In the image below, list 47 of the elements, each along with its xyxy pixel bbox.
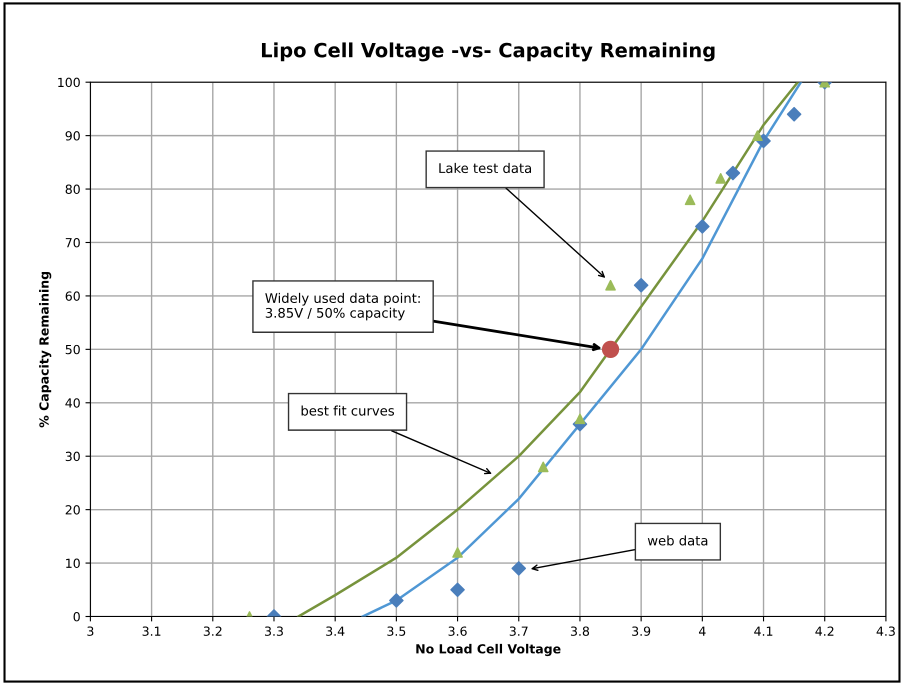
y-tick-label: 70 [66, 238, 80, 248]
point [538, 462, 549, 472]
x-tick-label: 3.1 [142, 626, 160, 636]
point [511, 561, 526, 576]
y-tick-label: 80 [66, 184, 80, 194]
x-tick-label: 4.2 [815, 626, 834, 636]
x-tick-label: 3.4 [326, 626, 344, 636]
y-tick-label: 50 [66, 344, 80, 354]
point [684, 194, 696, 206]
chart-title: Lipo Cell Voltage -vs- Capacity Remaining [262, 42, 714, 62]
x-tick-label: 3.5 [387, 626, 406, 636]
y-axis-title: % Capacity Remaining [39, 272, 52, 428]
y-tick-label: 30 [66, 452, 80, 462]
point [634, 278, 648, 293]
point [452, 547, 463, 558]
y-tick-label: 40 [65, 398, 80, 408]
x-tick-label: 3.6 [448, 626, 467, 636]
x-tick-label: 3.8 [570, 626, 590, 636]
point [450, 582, 465, 598]
point [695, 219, 710, 234]
annotation: Widely used data point: 3.85V / 50% capacity [265, 292, 420, 320]
x-axis-title: No Load Cell Voltage [416, 644, 561, 656]
x-tick-label: 4.1 [754, 626, 772, 636]
x-tick-label: 4.3 [876, 626, 895, 636]
x-tick-label: 3.3 [264, 626, 283, 636]
point [715, 173, 726, 184]
point [605, 280, 616, 291]
y-tick-label: 60 [66, 291, 80, 301]
y-tick-label: 90 [66, 131, 80, 141]
point [602, 340, 620, 358]
point [726, 166, 740, 180]
x-tick-label: 3 [87, 626, 94, 636]
annotation: best fit curves [302, 405, 394, 416]
x-tick-label: 4 [698, 626, 706, 636]
point [574, 413, 586, 424]
y-tick-label: 10 [66, 558, 80, 568]
point [786, 106, 802, 122]
y-tick-label: 20 [66, 505, 80, 515]
annotation: web data [648, 535, 708, 546]
x-tick-label: 3.7 [510, 626, 528, 636]
point [389, 593, 404, 608]
y-tick-label: 0 [74, 612, 80, 622]
y-tick-label: 100 [58, 78, 80, 88]
point [752, 130, 763, 141]
x-tick-label: 3.2 [204, 626, 222, 636]
annotation: Lake test data [439, 162, 532, 174]
x-tick-label: 3.9 [632, 626, 650, 636]
